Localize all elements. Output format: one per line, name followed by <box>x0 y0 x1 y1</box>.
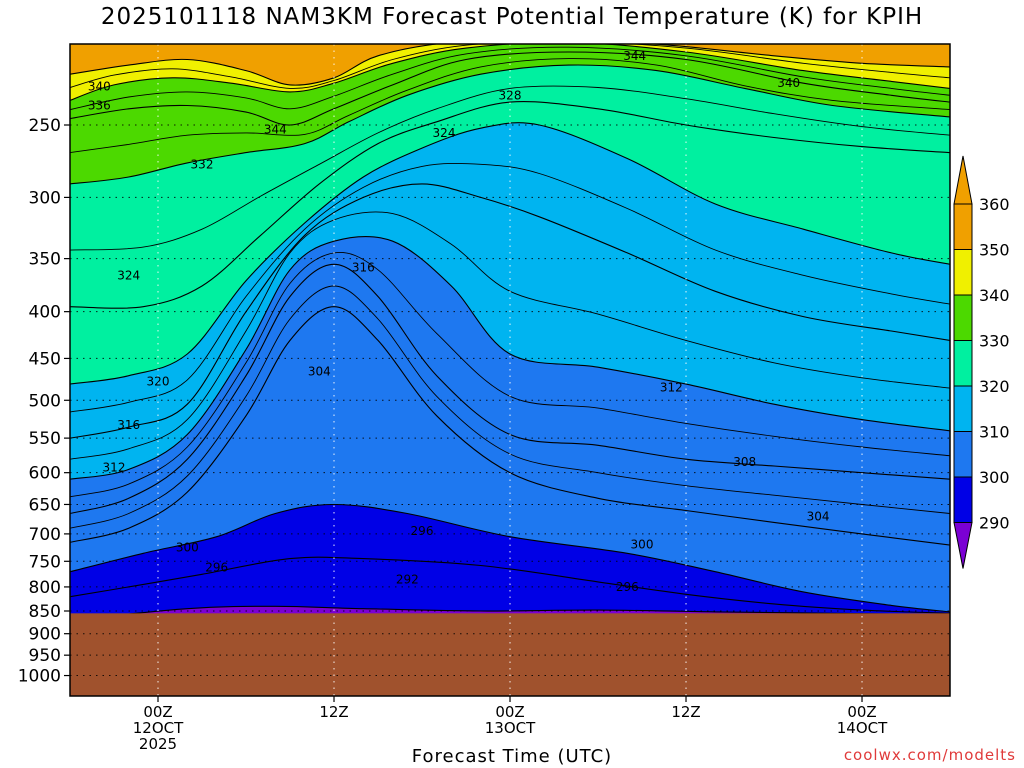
isentrope-300 <box>70 503 950 613</box>
y-tick-label: 550 <box>29 429 61 449</box>
y-tick-label: 600 <box>29 464 61 484</box>
contour-label: 320 <box>147 375 170 389</box>
contour-label: 304 <box>807 509 830 523</box>
x-tick-label: 00Z <box>847 703 876 721</box>
contour-label: 328 <box>499 88 522 102</box>
y-tick-label: 450 <box>29 349 61 369</box>
colorbar-band <box>953 249 973 296</box>
contour-label: 296 <box>411 524 434 538</box>
x-tick-label: 2025 <box>139 735 177 753</box>
y-tick-label: 300 <box>29 188 61 208</box>
x-tick-label: 12Z <box>671 703 700 721</box>
contour-label: 292 <box>396 572 419 586</box>
y-tick-label: 850 <box>29 602 61 622</box>
contour-label: 304 <box>308 364 331 378</box>
colorbar-label: 360 <box>979 195 1010 214</box>
isentrope-intermediate <box>70 162 950 413</box>
y-tick-label: 350 <box>29 250 61 270</box>
isentrope-332 <box>70 64 950 185</box>
colorbar-label: 350 <box>979 241 1010 260</box>
isentrope-lines <box>70 44 950 621</box>
colorbar-label: 330 <box>979 332 1010 351</box>
x-tick-label: 13OCT <box>485 719 536 737</box>
contour-label: 344 <box>623 49 646 63</box>
isentrope-296 <box>70 556 950 614</box>
isentrope-intermediate <box>70 44 950 89</box>
contour-label: 336 <box>88 98 111 112</box>
x-axis-title: Forecast Time (UTC) <box>411 746 613 767</box>
colorbar-band <box>953 385 973 432</box>
contour-label: 316 <box>352 261 375 275</box>
x-tick-label: 12OCT <box>133 719 184 737</box>
isentrope-intermediate <box>70 211 950 460</box>
contour-label: 296 <box>205 561 228 575</box>
contour-label: 296 <box>616 580 639 594</box>
isentrope-intermediate <box>70 251 950 498</box>
y-tick-label: 800 <box>29 578 61 598</box>
colorbar-top-arrow <box>953 155 973 205</box>
colorbar-bottom-arrow <box>953 522 973 569</box>
y-tick-label: 400 <box>29 303 61 323</box>
isentrope-340 <box>70 44 950 101</box>
contour-label: 344 <box>264 123 287 137</box>
x-tick-label: 00Z <box>143 703 172 721</box>
isentrope-304 <box>70 306 950 546</box>
y-axis: 250 300 350 400 450 500 550 600 650 700 750 800 850 9… <box>18 116 70 687</box>
colorbar-label: 340 <box>979 286 1010 305</box>
isentrope-324 <box>70 101 950 309</box>
colorbar: 360 350 340 330 320 310 300 290 <box>953 155 1010 569</box>
contour-label: 300 <box>176 540 199 554</box>
y-tick-label: 900 <box>29 625 61 645</box>
grid-lines <box>70 44 950 696</box>
contour-label: 308 <box>733 455 756 469</box>
colorbar-band <box>953 476 973 523</box>
x-tick-label: 00Z <box>495 703 524 721</box>
colorbar-label: 310 <box>979 423 1010 442</box>
isentrope-intermediate <box>70 285 950 529</box>
x-tick-label: 12Z <box>319 703 348 721</box>
isentrope-320 <box>70 122 950 385</box>
y-tick-label: 700 <box>29 525 61 545</box>
contour-label: 324 <box>433 126 456 140</box>
contour-label: 340 <box>88 80 111 94</box>
contour-label: 300 <box>631 538 654 552</box>
contour-labels: 344 340 340 336 328 344 324 332 324 316 304 320 312 3… <box>88 49 830 594</box>
y-tick-label: 250 <box>29 116 61 136</box>
contour-label: 312 <box>660 380 683 394</box>
ground-fill <box>70 613 950 696</box>
colorbar-band <box>953 294 973 341</box>
colorbar-band <box>953 203 973 250</box>
y-tick-label: 1000 <box>18 667 61 687</box>
isentrope-312 <box>70 236 950 480</box>
contour-label: 324 <box>117 268 140 282</box>
colorbar-label: 300 <box>979 468 1010 487</box>
colorbar-band <box>953 431 973 478</box>
colorbar-label: 290 <box>979 514 1010 533</box>
contour-label: 340 <box>777 76 800 90</box>
contour-label: 312 <box>103 460 126 474</box>
y-tick-label: 500 <box>29 391 61 411</box>
isentrope-308 <box>70 263 950 515</box>
isentrope-intermediate <box>70 85 950 251</box>
contour-label: 332 <box>191 157 214 171</box>
isentrope-316 <box>70 183 950 439</box>
credit-text: coolwx.com/modelts <box>843 746 1016 764</box>
y-tick-label: 750 <box>29 552 61 572</box>
isentrope-336 <box>70 51 950 126</box>
y-tick-label: 650 <box>29 495 61 515</box>
isentrope-intermediate <box>70 58 950 154</box>
colorbar-label: 320 <box>979 377 1010 396</box>
colorbar-band <box>953 340 973 387</box>
y-tick-label: 950 <box>29 646 61 666</box>
ground-area <box>70 613 950 696</box>
isentrope-intermediate <box>70 46 950 111</box>
x-tick-label: 14OCT <box>837 719 888 737</box>
isentrope-344 <box>70 44 950 86</box>
contour-label: 316 <box>117 418 140 432</box>
chart-title: 2025101118 NAM3KM Forecast Potential Tem… <box>100 4 924 30</box>
